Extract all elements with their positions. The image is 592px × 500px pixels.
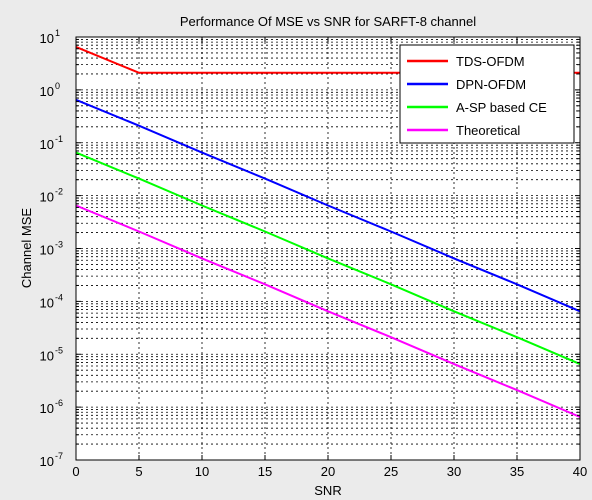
legend-label: DPN-OFDM: [456, 77, 526, 92]
y-tick-exponent: -4: [55, 292, 63, 302]
x-tick-label: 5: [135, 464, 142, 479]
series-line-a-sp-based-ce: [75, 151, 581, 366]
y-tick-label: 10: [40, 295, 54, 310]
x-tick-label: 15: [258, 464, 272, 479]
x-tick-label: 35: [510, 464, 524, 479]
x-tick-label: 10: [195, 464, 209, 479]
y-tick-exponent: -2: [55, 187, 63, 197]
legend-label: TDS-OFDM: [456, 54, 525, 69]
y-tick-exponent: 1: [55, 28, 60, 38]
y-tick-label: 10: [40, 137, 54, 152]
y-tick-label: 10: [40, 348, 54, 363]
y-tick-exponent: -1: [55, 134, 63, 144]
y-tick-exponent: -5: [55, 345, 63, 355]
y-tick-exponent: 0: [55, 81, 60, 91]
legend-label: Theoretical: [456, 123, 520, 138]
y-tick-label: 10: [40, 31, 54, 46]
y-tick-label: 10: [40, 84, 54, 99]
y-tick-exponent: -7: [55, 451, 63, 461]
y-tick-label: 10: [40, 243, 54, 258]
y-axis-label: Channel MSE: [19, 208, 34, 289]
x-tick-label: 40: [573, 464, 587, 479]
x-tick-label: 30: [447, 464, 461, 479]
series-line-theoretical: [75, 204, 581, 418]
x-tick-label: 20: [321, 464, 335, 479]
y-tick-label: 10: [40, 454, 54, 469]
y-tick-label: 10: [40, 190, 54, 205]
y-tick-exponent: -3: [55, 240, 63, 250]
series-line-dpn-ofdm: [75, 98, 581, 313]
chart-title: Performance Of MSE vs SNR for SARFT-8 ch…: [180, 14, 476, 29]
series-lines: [75, 45, 581, 418]
legend-label: A-SP based CE: [456, 100, 547, 115]
x-tick-label: 0: [72, 464, 79, 479]
x-axis-label: SNR: [314, 483, 341, 498]
x-tick-label: 25: [384, 464, 398, 479]
legend: TDS-OFDM DPN-OFDM A-SP based CE Theoretical: [399, 44, 575, 144]
y-tick-label: 10: [40, 401, 54, 416]
y-tick-exponent: -6: [55, 398, 63, 408]
